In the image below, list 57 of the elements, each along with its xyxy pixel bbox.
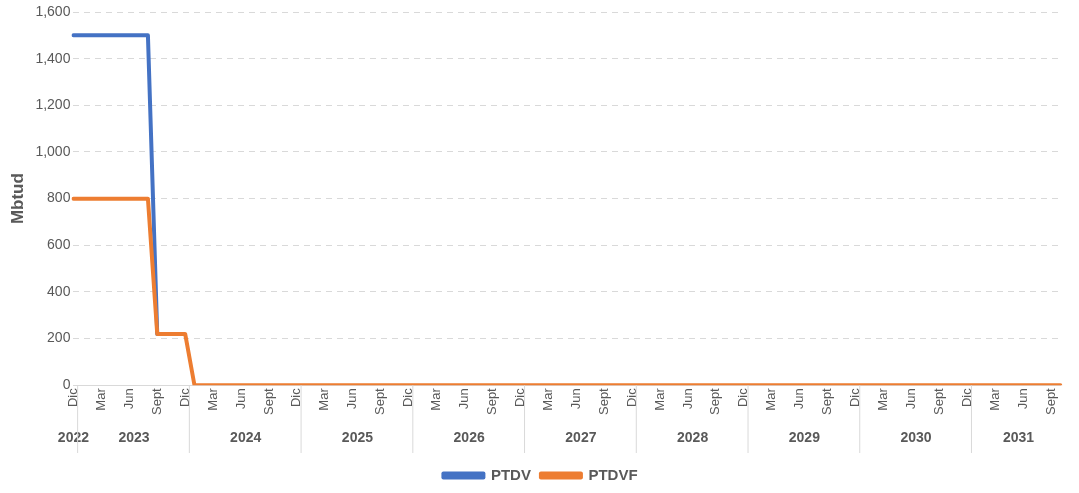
x-tick-label: Dic	[511, 387, 527, 408]
text: 2022	[57, 428, 90, 445]
x-tick-label: Mar	[539, 387, 555, 411]
x-tick-label: Dic	[735, 387, 751, 408]
x-tick-label: Jun	[1014, 388, 1030, 410]
y-tick-label: 200	[47, 329, 71, 346]
y-tick-label: 1,600	[35, 2, 71, 19]
text: 2027	[565, 428, 597, 445]
y-tick-label: 0	[62, 376, 71, 393]
x-tick-label: Jun	[456, 388, 472, 410]
y-tick-label: 1,000	[35, 142, 71, 159]
x-tick-label: Mar	[763, 387, 779, 411]
y-tick-label: 1,200	[35, 96, 71, 113]
y-tick-label: 800	[47, 189, 71, 206]
text: 2031	[1002, 428, 1035, 445]
legend-label: PTDV	[490, 465, 531, 483]
x-tick-label: Sept	[930, 387, 946, 416]
x-tick-label: Dic	[623, 387, 639, 408]
x-tick-label: Mar	[316, 387, 332, 411]
x-tick-label: Dic	[847, 387, 863, 408]
text: 2024	[230, 428, 262, 445]
x-tick-label: Jun	[567, 388, 583, 410]
text: 2023	[118, 428, 150, 445]
x-tick-label: Jun	[791, 388, 807, 410]
text: 2025	[341, 428, 374, 445]
x-tick-label: Sept	[484, 387, 500, 416]
x-tick-label: Mar	[428, 387, 444, 411]
text: 2030	[900, 428, 932, 445]
x-tick-label: Sept	[260, 387, 276, 416]
x-tick-label: Dic	[288, 387, 304, 408]
text: 2026	[453, 428, 485, 445]
x-tick-label: Mar	[204, 387, 220, 411]
text: 2028	[677, 428, 709, 445]
x-tick-label: Mar	[875, 387, 891, 411]
text: 2029	[788, 428, 821, 445]
x-tick-label: Sept	[707, 387, 723, 416]
x-tick-label: Mar	[92, 387, 108, 411]
x-tick-label: Jun	[232, 388, 248, 410]
x-tick-label: Sept	[372, 387, 388, 416]
x-tick-label: Jun	[344, 388, 360, 410]
x-tick-label: Dic	[400, 387, 416, 408]
x-tick-label: Sept	[819, 387, 835, 416]
x-tick-label: Jun	[903, 388, 918, 410]
x-tick-label: Jun	[679, 388, 695, 410]
legend-label: PTDVF	[588, 465, 638, 483]
x-tick-label: Dic	[958, 387, 974, 408]
x-tick-label: Sept	[1042, 387, 1058, 416]
y-tick-label: 600	[47, 236, 71, 253]
y-tick-label: 400	[47, 282, 71, 299]
x-tick-label: Jun	[120, 388, 136, 410]
x-tick-label: Mar	[986, 387, 1002, 411]
x-tick-label: Mar	[651, 387, 667, 411]
x-tick-label: Sept	[148, 387, 164, 416]
x-tick-label: Sept	[595, 387, 611, 416]
x-tick-label: Dic	[176, 387, 192, 408]
y-axis-title: Mbtud	[7, 173, 27, 225]
y-tick-label: 1,400	[35, 49, 71, 66]
